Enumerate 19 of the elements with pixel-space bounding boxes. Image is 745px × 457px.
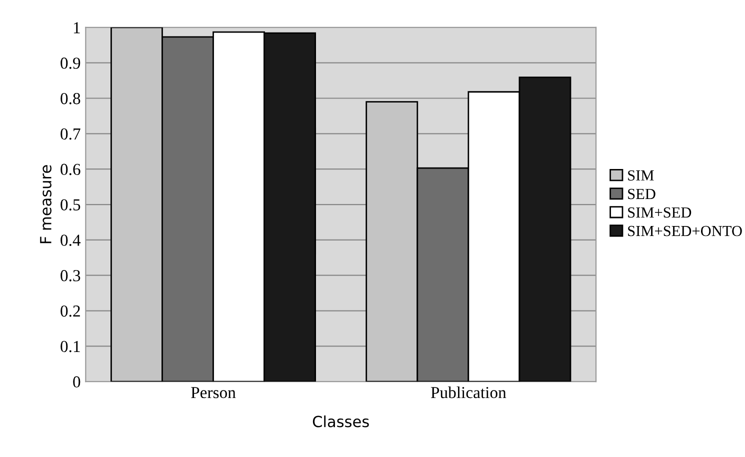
x-axis-title: Classes <box>312 415 369 428</box>
legend-label: SIM+SED+ONTO <box>628 226 742 236</box>
y-tick-label: 0.8 <box>60 92 80 104</box>
y-tick-label: 0.3 <box>60 270 80 282</box>
x-tick-label: Person <box>191 387 236 398</box>
x-tick-label: Publication <box>430 386 506 398</box>
y-tick-label: 0 <box>73 376 80 388</box>
y-tick-label: 0.9 <box>60 58 80 69</box>
y-tick-label: 0.6 <box>60 164 80 176</box>
y-tick-label: 0.5 <box>60 199 80 211</box>
y-tick-label: 1 <box>74 22 80 34</box>
y-tick-label: 0.7 <box>60 128 80 140</box>
legend-label: SED <box>628 188 656 200</box>
y-tick-label: 0.4 <box>60 234 81 246</box>
legend-label: SIM <box>628 170 654 181</box>
legend-label: SIM+SED <box>628 207 692 218</box>
y-axis-title: F measure <box>40 165 52 244</box>
y-tick-label: 0.1 <box>60 340 80 352</box>
y-tick-label: 0.2 <box>60 305 80 317</box>
